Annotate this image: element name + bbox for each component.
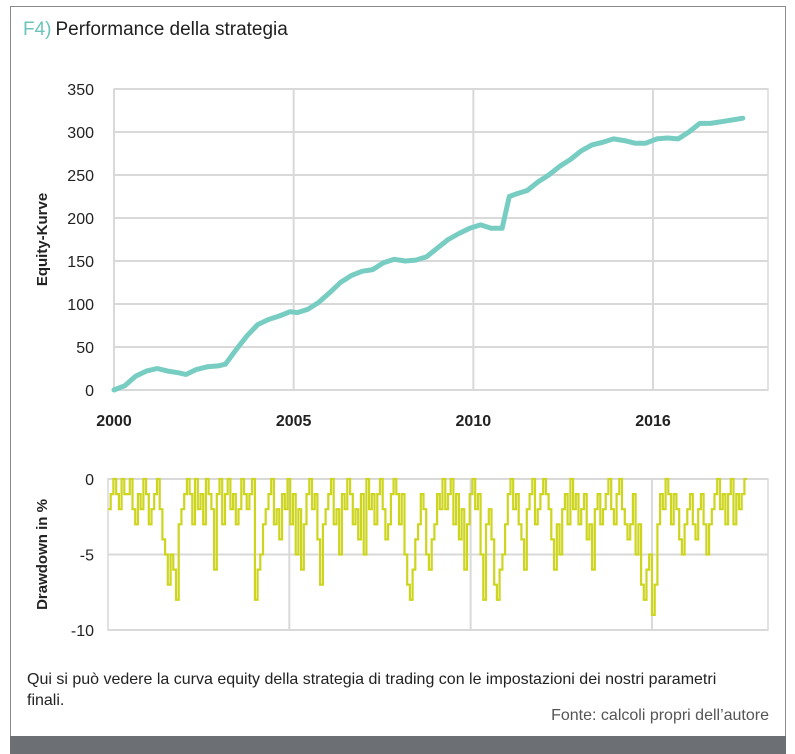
equity-ytick-label: 250 [67,168,94,185]
equity-plot-frame [113,88,769,391]
drawdown-ytick-label: -10 [71,623,94,640]
equity-ytick-label: 150 [67,254,94,271]
equity-ytick-label: 350 [67,82,94,99]
drawdown-ytick-label: -5 [80,548,94,565]
drawdown-line [108,477,748,617]
figure-source: Fonte: calcoli propri dell’autore [551,707,769,724]
equity-ytick-label: 200 [67,211,94,228]
figure-title-text: Performance della strategia [55,19,288,40]
chart-area: 0 50 100 150 200 250 300 350 2000 2005 2010 2016 Equ… [34,82,769,640]
equity-ylabel: Equity-Kurve [34,193,51,286]
drawdown-ylabel: Drawdown in % [34,499,51,610]
equity-ytick-label: 300 [67,125,94,142]
equity-xtick-label: 2005 [276,413,312,430]
equity-ytick-label: 100 [67,297,94,314]
figure-caption: Qui si può vedere la curva equity della … [27,671,717,709]
figure-number: F4) [23,19,52,40]
equity-ytick-label: 50 [76,340,94,357]
equity-xtick-label: 2000 [96,413,132,430]
equity-xtick-label: 2010 [456,413,492,430]
drawdown-chart: 0 -5 -10 Drawdown in % [34,472,769,640]
drawdown-ytick-label: 0 [85,472,94,489]
equity-chart: 0 50 100 150 200 250 300 350 2000 2005 2010 2016 Equ… [34,82,769,430]
equity-xtick-label: 2016 [635,413,671,430]
figure-title: F4) Performance della strategia [23,19,288,41]
bottom-bar [10,736,786,754]
equity-ytick-label: 0 [85,383,94,400]
equity-curve-line [111,115,746,393]
